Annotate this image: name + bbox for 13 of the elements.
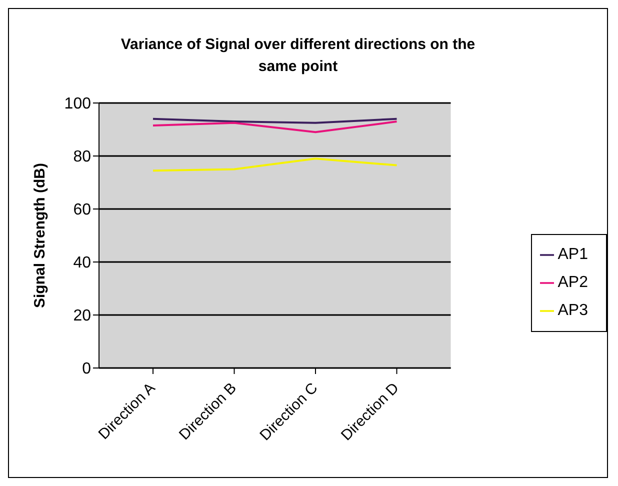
- y-tick-label: 60: [73, 202, 92, 219]
- legend-label: AP2: [558, 274, 588, 291]
- legend-label: AP1: [558, 246, 588, 263]
- y-tick-label: 20: [73, 308, 92, 325]
- y-tick-label: 80: [73, 148, 92, 166]
- legend-label: AP3: [558, 302, 588, 319]
- y-tick-label: 100: [64, 96, 92, 113]
- line-series: [152, 158, 398, 172]
- y-tick-label: 0: [82, 360, 92, 378]
- y-tick-label: 40: [73, 254, 92, 272]
- line-series: [152, 120, 398, 134]
- y-axis-title: Signal Strength (dB): [31, 163, 48, 308]
- chart-title: Variance of Signal over different directions on the same point: [120, 35, 476, 77]
